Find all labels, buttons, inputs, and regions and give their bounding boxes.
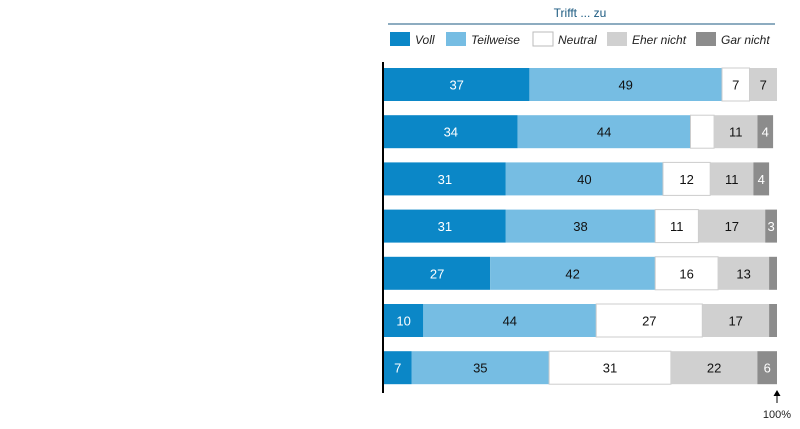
- bar-teilweise-row-1: [529, 68, 722, 101]
- reference-label: 100%: [763, 409, 791, 421]
- data-label-eher-nicht-row-1: 7: [760, 78, 767, 93]
- bar-neutral-row-2: [690, 114, 715, 149]
- data-label-neutral-row-1: 7: [732, 78, 739, 93]
- data-label-eher-nicht-row-7: 22: [707, 361, 721, 376]
- bar-eher-nicht-row-5: [718, 256, 770, 290]
- legend-swatch-voll: [390, 32, 410, 46]
- data-label-teilweise-row-3: 40: [577, 172, 591, 187]
- bar-gar-nicht-row-5: [769, 256, 777, 290]
- bar-gar-nicht-row-4: [765, 209, 777, 243]
- data-label-eher-nicht-row-4: 17: [725, 219, 739, 234]
- bar-neutral-row-1: [721, 67, 750, 102]
- data-label-voll-row-6: 10: [396, 314, 410, 329]
- data-label-teilweise-row-5: 42: [565, 266, 579, 281]
- data-label-eher-nicht-row-3: 11: [725, 172, 739, 187]
- data-label-eher-nicht-row-5: 13: [736, 266, 750, 281]
- bar-voll-row-5: [384, 256, 491, 290]
- bar-gar-nicht-row-3: [753, 162, 770, 196]
- data-label-eher-nicht-row-2: 11: [729, 125, 743, 140]
- bar-eher-nicht-row-1: [749, 68, 777, 101]
- bar-teilweise-row-7: [411, 351, 550, 385]
- bar-eher-nicht-row-7: [670, 351, 758, 385]
- up-arrow-icon: [773, 390, 781, 396]
- legend-label-voll: Voll: [415, 33, 435, 47]
- legend-label-neutral: Neutral: [558, 33, 597, 47]
- bar-teilweise-row-2: [517, 115, 691, 149]
- bar-voll-row-3: [384, 162, 506, 196]
- legend-swatch-neutral: [532, 31, 554, 47]
- bar-voll-row-4: [384, 209, 506, 243]
- bar-eher-nicht-row-2: [714, 115, 758, 149]
- data-label-neutral-row-3: 12: [679, 172, 693, 187]
- legend-label-gar-nicht: Gar nicht: [721, 33, 770, 47]
- legend-label-teilweise: Teilweise: [471, 33, 520, 47]
- data-label-teilweise-row-1: 49: [618, 78, 632, 93]
- data-label-teilweise-row-4: 38: [573, 219, 587, 234]
- bar-teilweise-row-6: [423, 304, 597, 337]
- bar-voll-row-2: [384, 115, 518, 149]
- data-label-neutral-row-7: 31: [603, 361, 617, 376]
- chart-title: Trifft ... zu: [554, 6, 607, 20]
- data-label-gar-nicht-row-3: 4: [758, 172, 765, 187]
- legend-swatch-teilweise: [446, 32, 466, 46]
- reference-marker: 100%: [763, 390, 791, 421]
- legend-swatch-eher-nicht: [607, 32, 627, 46]
- bar-teilweise-row-4: [505, 209, 656, 243]
- bar-gar-nicht-row-6: [769, 304, 777, 337]
- data-label-neutral-row-4: 11: [670, 219, 684, 234]
- data-label-voll-row-5: 27: [430, 266, 444, 281]
- legend-label-eher-nicht: Eher nicht: [632, 33, 687, 47]
- bar-neutral-row-6: [595, 303, 703, 338]
- data-label-voll-row-3: 31: [438, 172, 452, 187]
- data-label-voll-row-2: 34: [444, 125, 458, 140]
- data-label-voll-row-1: 37: [449, 78, 463, 93]
- data-label-gar-nicht-row-7: 6: [764, 361, 771, 376]
- bar-voll-row-6: [384, 304, 424, 337]
- data-label-gar-nicht-row-4: 3: [767, 219, 774, 234]
- data-label-teilweise-row-2: 44: [597, 125, 611, 140]
- data-label-neutral-row-6: 27: [642, 314, 656, 329]
- bar-teilweise-row-3: [505, 162, 663, 196]
- data-label-gar-nicht-row-2: 4: [762, 125, 769, 140]
- bar-teilweise-row-5: [490, 256, 656, 290]
- bar-eher-nicht-row-6: [702, 304, 770, 337]
- data-label-teilweise-row-6: 44: [503, 314, 517, 329]
- bar-eher-nicht-row-3: [710, 162, 754, 196]
- bar-eher-nicht-row-4: [698, 209, 766, 243]
- bar-voll-row-1: [384, 68, 530, 101]
- data-label-teilweise-row-7: 35: [473, 361, 487, 376]
- bar-neutral-row-3: [662, 161, 711, 196]
- data-label-eher-nicht-row-6: 17: [728, 314, 742, 329]
- bar-gar-nicht-row-2: [757, 115, 774, 149]
- bar-neutral-row-7: [548, 350, 672, 385]
- legend-swatch-gar-nicht: [696, 32, 716, 46]
- bars: 37 49 7 7 34 44 11 4 31 40 12 11 4 31 38 11 17 3 27 42 16 13 1…: [384, 67, 777, 385]
- data-label-voll-row-7: 7: [394, 361, 401, 376]
- bar-voll-row-7: [384, 351, 412, 385]
- data-label-neutral-row-5: 16: [679, 266, 693, 281]
- data-label-voll-row-4: 31: [438, 219, 452, 234]
- bar-gar-nicht-row-7: [757, 351, 777, 385]
- legend: Voll Teilweise Neutral Eher nicht Gar nicht: [390, 31, 770, 47]
